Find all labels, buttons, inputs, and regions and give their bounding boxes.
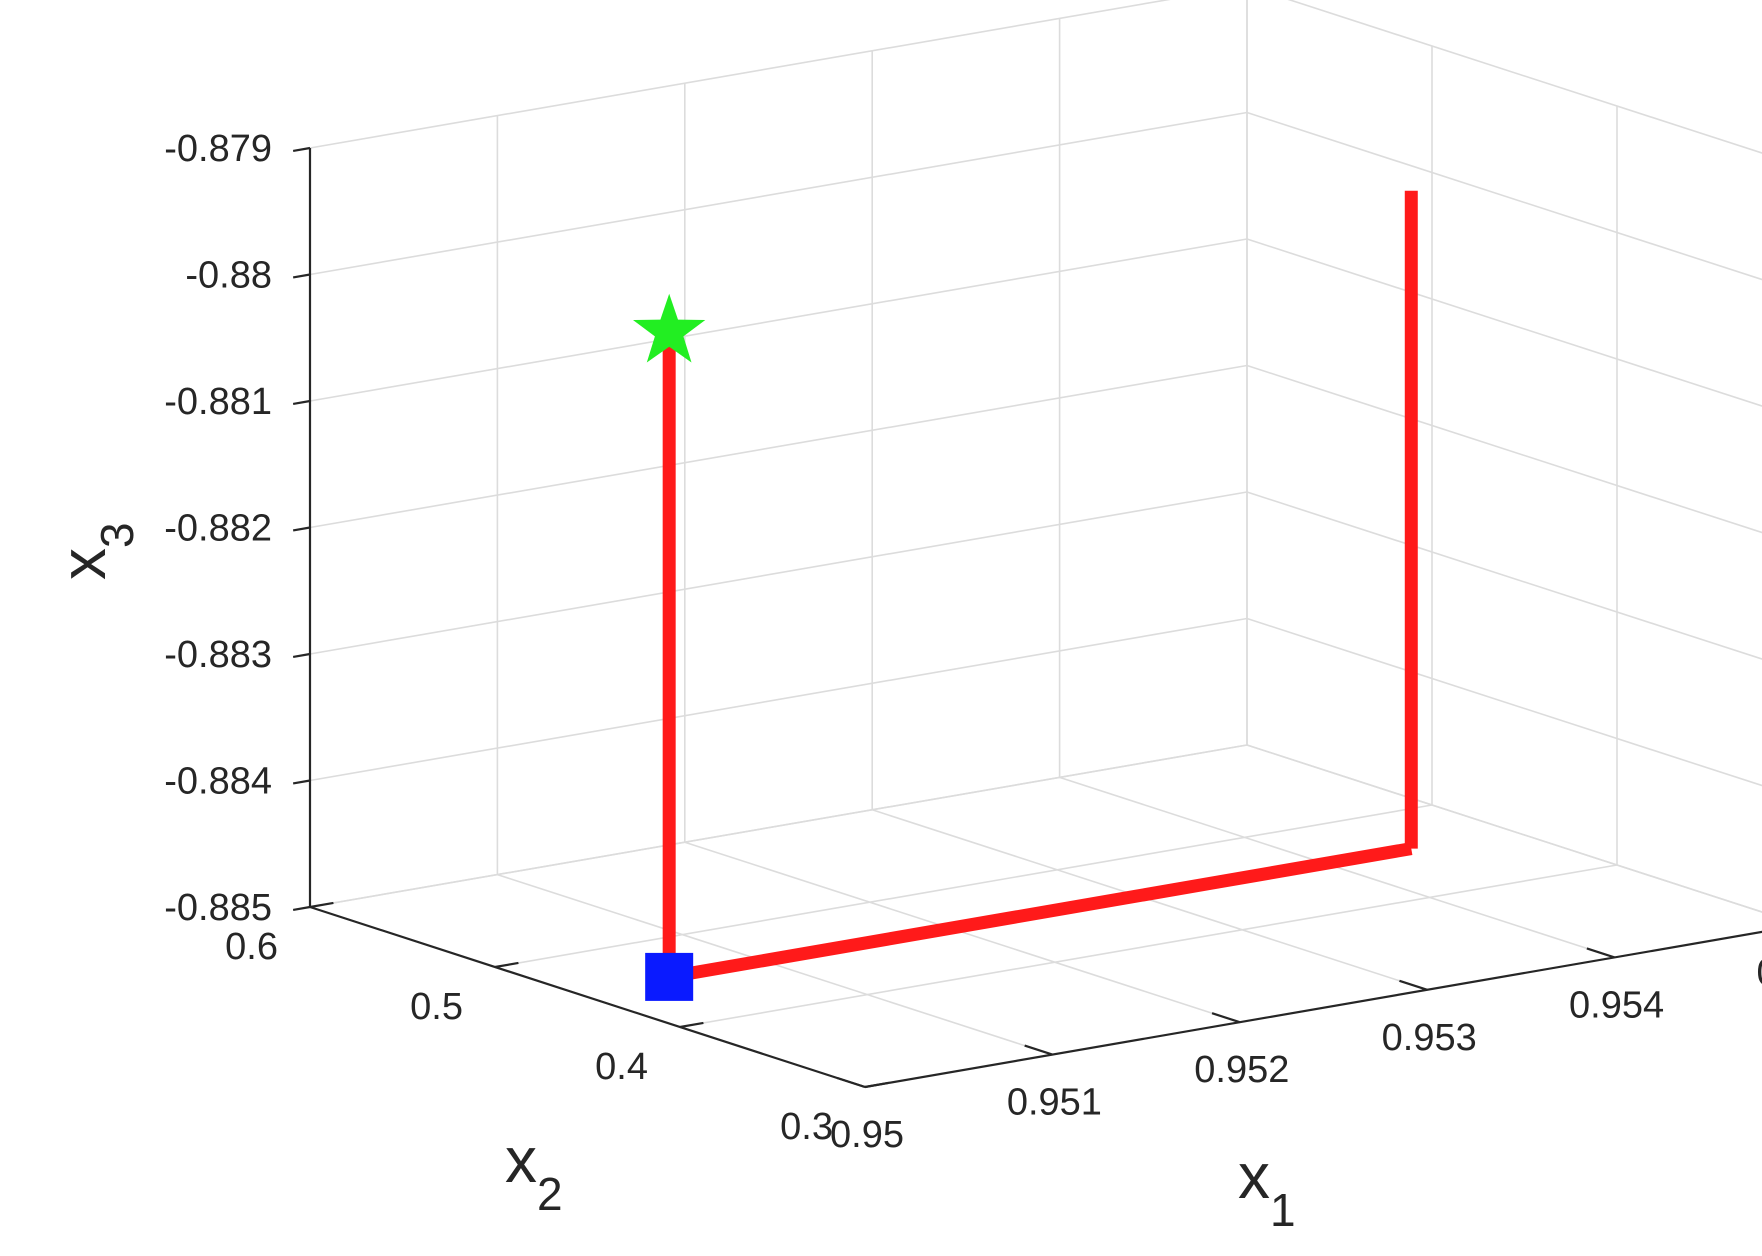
x3-tick-label: -0.885 [164,887,272,929]
end-marker-star [633,293,706,363]
grid-line-yz-horizontal [1246,111,1762,281]
y-axis-label: x2 [505,1124,563,1220]
grid-line-yz-horizontal [1246,238,1762,407]
x2-tick-mark [864,1081,889,1089]
start-marker-square [645,952,694,1001]
x1-tick-mark [1586,947,1615,959]
x1-tick-mark [1024,1044,1053,1056]
x-axis-label: x1 [1238,1140,1296,1236]
x3-tick-label: -0.882 [164,508,272,550]
grid-line-yz-horizontal [1246,491,1762,660]
grid-line-yz-horizontal [1246,744,1762,913]
x3-tick-mark [292,146,311,152]
x3-tick-label: -0.883 [164,634,272,676]
x1-tick-label: 0.95 [830,1114,904,1156]
x1-axis-line [864,930,1762,1089]
grid-line-xz-horizontal [309,491,1248,655]
grid-line-floor-y [494,804,1433,968]
x2-tick-mark [309,901,334,909]
x3-tick-mark [292,779,311,785]
grid-line-floor-y [309,744,1248,908]
trajectory-line [668,842,1413,984]
x2-tick-label: 0.3 [780,1106,833,1148]
x3-tick-mark [292,905,311,911]
grid-lines [309,0,1762,1088]
x3-tick-mark [292,526,311,532]
x1-tick-label: 0.953 [1382,1017,1477,1059]
x1-tick-mark [836,1076,866,1089]
x3-tick-mark [292,652,311,658]
x3-tick-label: -0.884 [164,761,272,803]
data-series [662,190,1418,984]
x1-tick-mark [1211,1012,1241,1024]
x1-tick-label: 0.955 [1756,952,1762,994]
axis-labels: x1 x2 x3 [47,522,1296,1236]
x3-tick-mark [292,399,311,405]
grid-line-floor-x [1246,744,1762,913]
x1-tick-label: 0.954 [1569,984,1664,1026]
grid-line-xz-horizontal [309,0,1171,149]
grid-line-yz-horizontal [1246,364,1762,534]
x2-tick-label: 0.6 [225,926,278,968]
grid-line-yz-horizontal [1246,617,1762,787]
grid-line-xz-horizontal [309,111,1248,276]
grid-line-xz-horizontal [309,238,1248,402]
x3-tick-label: -0.88 [185,255,272,297]
x2-tick-label: 0.5 [410,986,463,1028]
grid-line-xz-horizontal [309,617,1248,782]
grid-line-yz-horizontal [1287,0,1762,154]
axes [292,146,1762,1089]
x2-tick-label: 0.4 [595,1046,648,1088]
x3-tick-label: -0.879 [164,128,272,170]
data-markers [633,293,706,1001]
x2-tick-mark [679,1021,704,1029]
x2-axis-line [309,905,866,1089]
x1-tick-label: 0.951 [1007,1082,1102,1124]
x3-tick-mark [292,273,311,279]
tick-labels: 0.95 0.951 0.952 0.953 0.954 0.955 0.3 0.4 0.5 0.… [164,128,1762,1156]
x1-tick-label: 0.952 [1194,1049,1289,1091]
grid-line-xz-horizontal [309,364,1248,529]
z-axis-label: x3 [47,522,143,580]
grid-line-floor-y [679,864,1618,1028]
x1-tick-mark [1399,979,1428,991]
x3-tick-label: -0.881 [164,381,272,423]
x2-tick-mark [494,961,519,969]
